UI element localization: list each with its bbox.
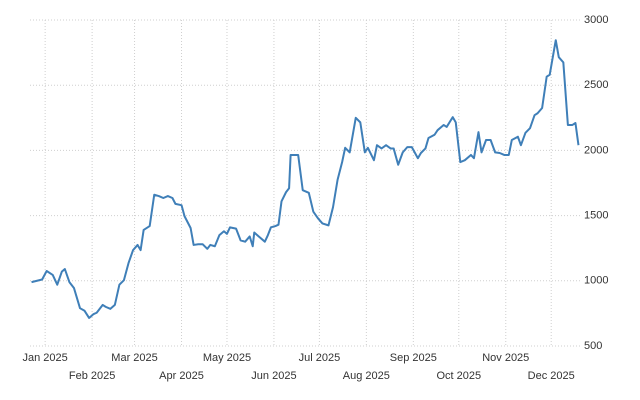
x-tick-label: Mar 2025 bbox=[111, 352, 157, 364]
x-tick-label: Dec 2025 bbox=[528, 370, 575, 382]
x-tick-label: Feb 2025 bbox=[69, 370, 115, 382]
x-tick-label: Jan 2025 bbox=[23, 352, 68, 364]
y-tick-label: 2500 bbox=[584, 79, 608, 91]
x-tick-label: Aug 2025 bbox=[343, 370, 390, 382]
y-tick-label: 2000 bbox=[584, 144, 608, 156]
y-tick-label: 3000 bbox=[584, 14, 608, 26]
x-tick-label: Jul 2025 bbox=[299, 352, 341, 364]
y-tick-label: 1000 bbox=[584, 275, 608, 287]
x-tick-label: Oct 2025 bbox=[436, 370, 481, 382]
x-tick-label: Jun 2025 bbox=[251, 370, 296, 382]
y-tick-label: 1500 bbox=[584, 210, 608, 222]
x-tick-label: Nov 2025 bbox=[482, 352, 529, 364]
x-tick-label: Apr 2025 bbox=[159, 370, 204, 382]
y-tick-label: 500 bbox=[584, 340, 602, 352]
x-tick-label: May 2025 bbox=[203, 352, 251, 364]
line bbox=[31, 39, 580, 319]
x-tick-label: Sep 2025 bbox=[390, 352, 437, 364]
